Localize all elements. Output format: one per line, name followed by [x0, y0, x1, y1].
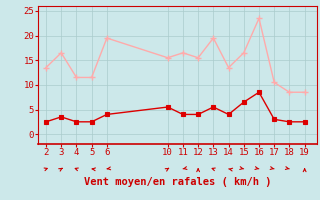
X-axis label: Vent moyen/en rafales ( km/h ): Vent moyen/en rafales ( km/h ) — [84, 177, 271, 187]
